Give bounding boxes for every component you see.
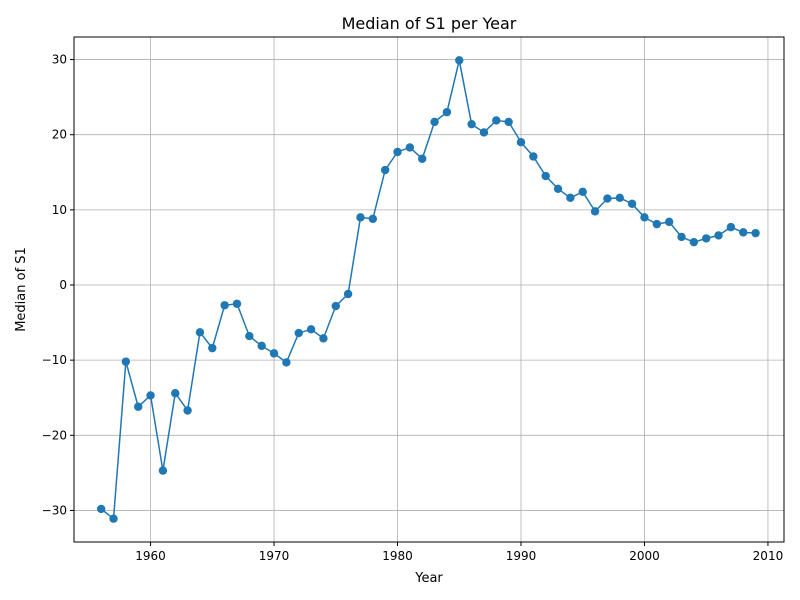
data-point	[134, 402, 143, 411]
data-point	[294, 328, 303, 338]
x-tick-label: 2000	[629, 549, 660, 563]
series-s1	[96, 56, 760, 523]
data-point	[603, 194, 612, 203]
data-point	[467, 119, 476, 129]
x-tick-label: 1960	[135, 549, 166, 563]
data-point	[739, 228, 748, 237]
data-point	[343, 289, 353, 299]
data-point	[689, 237, 699, 247]
data-point	[627, 199, 637, 209]
data-point	[751, 228, 760, 238]
data-point	[96, 504, 106, 514]
y-tick-label: 20	[52, 128, 67, 142]
data-point	[430, 117, 439, 127]
data-point	[726, 222, 736, 232]
x-tick-label: 1990	[506, 549, 537, 563]
y-tick-label: 0	[59, 278, 67, 292]
x-tick-label: 1980	[382, 549, 413, 563]
data-point	[541, 171, 550, 181]
data-point	[208, 343, 217, 353]
data-point	[652, 219, 662, 229]
data-point	[331, 301, 340, 311]
data-point	[393, 147, 402, 157]
data-point	[220, 301, 229, 310]
y-tick-label: −30	[42, 503, 67, 517]
data-point	[516, 138, 526, 147]
data-point	[479, 128, 489, 137]
data-point	[553, 184, 563, 194]
data-point	[306, 325, 316, 334]
data-point	[319, 334, 328, 343]
data-point	[257, 341, 266, 351]
plot-frame	[73, 36, 785, 543]
data-point	[232, 299, 242, 308]
data-point	[590, 207, 600, 216]
x-axis-label: Year	[414, 571, 443, 586]
data-point	[121, 357, 131, 366]
y-tick-label: −20	[42, 428, 67, 442]
y-tick-label: 10	[52, 203, 67, 217]
axis-ticks: 1960 1970 1980 1990 2000 2010 −30 −20 −10 0 10 20 30	[42, 53, 784, 563]
y-axis-label: Median of S1	[14, 247, 29, 332]
x-tick-label: 1970	[259, 549, 290, 563]
data-point	[171, 389, 180, 398]
data-point	[158, 466, 168, 475]
data-point	[702, 234, 711, 243]
data-point	[677, 232, 686, 242]
data-point	[356, 213, 365, 222]
data-point	[664, 217, 674, 227]
data-point	[492, 116, 501, 125]
data-point	[504, 117, 513, 127]
data-point	[455, 56, 464, 65]
y-tick-label: −10	[42, 353, 67, 367]
data-point	[442, 107, 452, 117]
data-point	[380, 165, 390, 175]
chart-title: Median of S1 per Year	[342, 14, 517, 33]
x-tick-label: 2010	[753, 549, 784, 563]
data-point	[640, 213, 649, 222]
data-point	[578, 187, 587, 197]
data-point	[195, 328, 205, 337]
data-point	[245, 331, 254, 341]
y-tick-label: 30	[52, 53, 67, 67]
data-point	[368, 214, 378, 224]
data-point	[566, 193, 575, 203]
data-point	[529, 152, 538, 161]
data-point	[405, 143, 415, 152]
data-point	[714, 231, 723, 240]
data-point	[615, 193, 624, 203]
data-point	[146, 391, 155, 400]
data-point	[282, 358, 291, 367]
data-point	[109, 514, 118, 523]
data-point	[418, 154, 427, 163]
data-point	[183, 406, 192, 415]
grid	[74, 37, 784, 542]
data-point	[269, 349, 279, 358]
